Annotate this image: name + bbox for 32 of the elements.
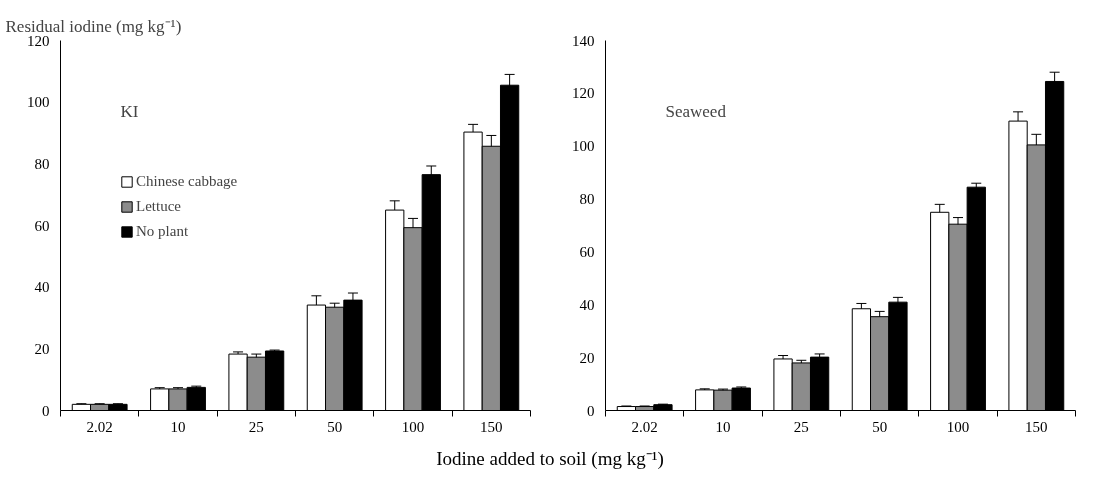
y-tick-label: 0 [587, 402, 595, 419]
y-tick-label: 60 [34, 217, 50, 234]
y-tick-label: 40 [34, 279, 50, 296]
y-tick-label: 80 [34, 155, 50, 172]
x-tick-label: 100 [946, 418, 970, 435]
y-tick-label: 0 [42, 402, 50, 419]
y-tick-label: 20 [579, 349, 595, 366]
x-tick-label: 150 [480, 418, 503, 435]
y-tick-label: 140 [572, 32, 595, 49]
annotation: KI [120, 101, 139, 121]
x-tick-label: 2.02 [86, 418, 113, 435]
x-tick-label: 50 [327, 418, 343, 435]
x-tick-label: 10 [170, 418, 186, 435]
y-tick-label: 80 [579, 191, 595, 208]
y-tick-label: 20 [34, 340, 50, 357]
y-tick-label: 40 [579, 296, 595, 313]
legend-label: No plant [136, 223, 189, 240]
x-tick-label: 10 [715, 418, 731, 435]
y-tick-label: 120 [572, 85, 595, 102]
x-tick-label: 25 [248, 418, 264, 435]
x-tick-label: 25 [793, 418, 809, 435]
y-tick-label: 60 [579, 243, 595, 260]
annotation: Seaweed [665, 101, 727, 121]
y-tick-label: 100 [572, 138, 595, 155]
legend-label: Lettuce [136, 198, 181, 215]
legend-label: Chinese cabbage [136, 173, 238, 190]
x-tick-label: 100 [401, 418, 425, 435]
x-axis-title: Iodine added to soil (mg kg⁻¹) [436, 447, 664, 471]
x-tick-label: 50 [872, 418, 888, 435]
x-tick-label: 2.02 [631, 418, 658, 435]
y-tick-label: 100 [27, 94, 50, 111]
x-tick-label: 150 [1025, 418, 1048, 435]
